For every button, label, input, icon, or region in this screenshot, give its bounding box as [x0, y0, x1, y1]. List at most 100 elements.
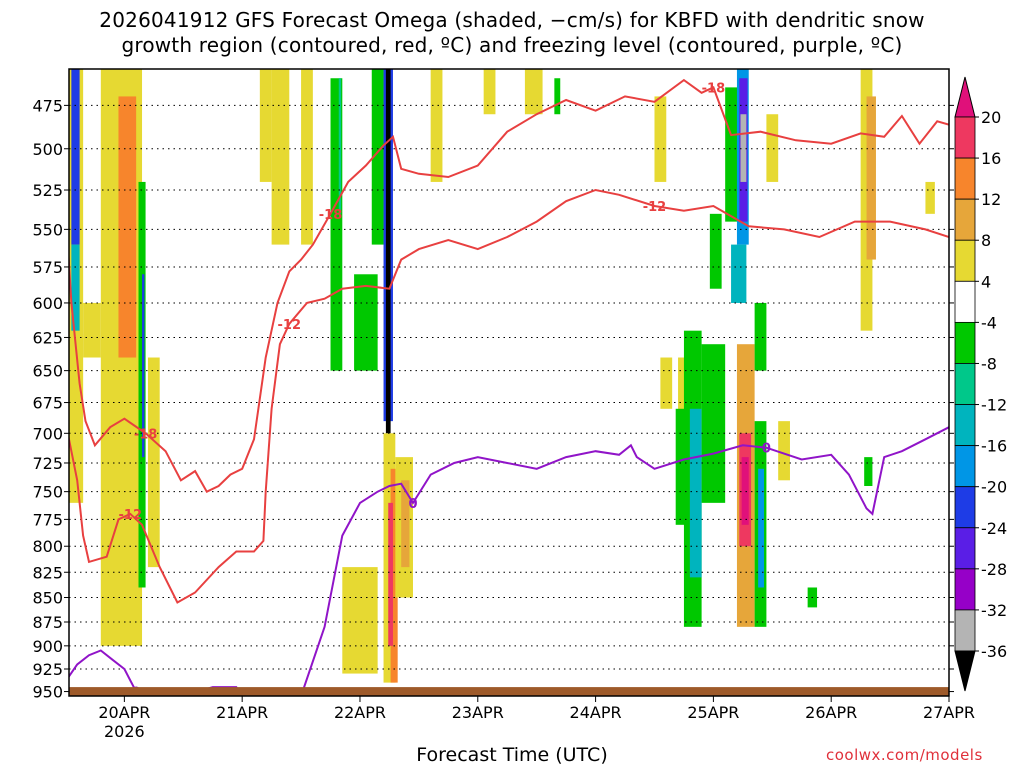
omega-cell — [654, 96, 667, 182]
y-tick-label: 600 — [32, 294, 63, 313]
x-tick-label: 27APR — [923, 703, 975, 722]
y-tick-label: 925 — [32, 660, 63, 679]
colorbar-segment — [954, 568, 976, 611]
colorbar-label: -24 — [981, 519, 1007, 538]
y-axis: 475 500 525 550 575 600 625 650 675 700 725 750 775 8… — [32, 96, 954, 702]
contour-label: -12 — [119, 508, 143, 523]
contour-line — [69, 426, 949, 696]
omega-cell — [342, 567, 378, 674]
omega-cell — [330, 78, 343, 371]
y-tick-label: 750 — [32, 483, 63, 502]
colorbar-segment — [954, 445, 976, 488]
y-tick-label: 800 — [32, 537, 63, 556]
colorbar-segment — [954, 157, 976, 200]
omega-cell — [660, 357, 673, 409]
colorbar-label: -12 — [981, 396, 1007, 415]
omega-cell — [740, 114, 747, 182]
omega-cell — [338, 78, 342, 214]
omega-cell — [430, 69, 443, 182]
y-tick-label: 500 — [32, 140, 63, 159]
y-tick-label: 650 — [32, 362, 63, 381]
y-tick-label: 575 — [32, 258, 63, 277]
omega-cell — [701, 344, 726, 503]
omega-cell — [390, 468, 398, 683]
contour-line — [69, 188, 949, 604]
x-axis-title: Forecast Time (UTC) — [416, 744, 608, 766]
credit-text: coolwx.com/models — [826, 746, 983, 764]
colorbar-label: 16 — [981, 149, 1001, 168]
omega-cell — [385, 69, 391, 434]
contour-label: -18 — [319, 208, 343, 223]
omega-cell — [118, 96, 137, 358]
omega-cell — [301, 69, 313, 245]
colorbar-segment — [954, 609, 976, 652]
y-tick-label: 875 — [32, 613, 63, 632]
colorbar-label: -32 — [981, 601, 1007, 620]
colorbar-label: -20 — [981, 478, 1007, 497]
omega-cell — [271, 69, 290, 245]
chart-title: 2026041912 GFS Forecast Omega (shaded, −… — [0, 8, 1024, 58]
colorbar-segment — [954, 404, 976, 447]
y-tick-label: 850 — [32, 588, 63, 607]
x-tick-label: 22APR — [334, 703, 386, 722]
colorbar-segment — [954, 321, 976, 364]
colorbar-segment — [954, 198, 976, 241]
colorbar-label: 8 — [981, 231, 991, 250]
x-tick-sublabel: 2026 — [104, 722, 145, 741]
y-tick-label: 950 — [32, 683, 63, 702]
colorbar-segment — [954, 239, 976, 282]
omega-cell — [147, 357, 160, 568]
omega-cell — [554, 78, 561, 115]
omega-cell — [709, 213, 722, 289]
colorbar-label: 12 — [981, 190, 1001, 209]
colorbar-label: 4 — [981, 272, 991, 291]
omega-cell — [83, 302, 101, 358]
omega-cell — [388, 502, 393, 646]
y-tick-label: 725 — [32, 454, 63, 473]
omega-cell — [866, 96, 876, 260]
omega-cell — [71, 244, 80, 331]
x-tick-label: 26APR — [805, 703, 857, 722]
omega-cell — [758, 468, 765, 588]
y-tick-label: 825 — [32, 563, 63, 582]
colorbar-over-arrow — [954, 76, 976, 118]
omega-cell — [778, 421, 790, 481]
chart-title-line1: 2026041912 GFS Forecast Omega (shaded, −… — [99, 8, 925, 32]
terrain-band — [69, 687, 949, 696]
colorbar-label: 20 — [981, 108, 1001, 127]
omega-cell — [142, 274, 145, 458]
colorbar-segment — [954, 363, 976, 405]
omega-shading-layer — [69, 69, 935, 683]
terrain-layer — [69, 687, 949, 696]
x-tick-label: 23APR — [452, 703, 504, 722]
omega-cell — [689, 408, 702, 578]
omega-cell — [259, 69, 272, 182]
x-axis: 20APR 21APR 22APR 23APR 24APR 25APR 26APR 27APR… — [98, 696, 975, 741]
chart-title-line2: growth region (contoured, red, ºC) and f… — [121, 33, 903, 57]
y-tick-label: 675 — [32, 394, 63, 413]
x-tick-label: 21APR — [216, 703, 268, 722]
x-tick-label: 20APR — [98, 703, 150, 722]
contour-layer: -18-18-18-12-12-12000 — [69, 78, 949, 696]
contour-label: 0 — [762, 442, 771, 457]
y-tick-label: 700 — [32, 424, 63, 443]
y-tick-label: 525 — [32, 181, 63, 200]
plot-frame — [68, 68, 950, 697]
omega-cell — [401, 480, 410, 568]
omega-cell — [71, 69, 80, 245]
colorbar: 20 16 12 8 4 -4 -8 -12 -16 -20 -24 -28 -32 -36 — [954, 76, 1007, 692]
colorbar-label: -4 — [981, 313, 997, 332]
colorbar-segment — [954, 486, 976, 529]
colorbar-label: -28 — [981, 560, 1007, 579]
colorbar-segment — [954, 116, 976, 159]
omega-cell — [731, 244, 747, 303]
y-tick-label: 475 — [32, 96, 63, 115]
colorbar-label: -16 — [981, 437, 1007, 456]
colorbar-segment — [954, 280, 976, 323]
contour-label: -12 — [278, 318, 302, 333]
colorbar-under-arrow — [954, 650, 976, 692]
y-tick-label: 775 — [32, 510, 63, 529]
omega-cell — [354, 274, 378, 371]
y-tick-label: 625 — [32, 328, 63, 347]
x-tick-label: 25APR — [687, 703, 739, 722]
